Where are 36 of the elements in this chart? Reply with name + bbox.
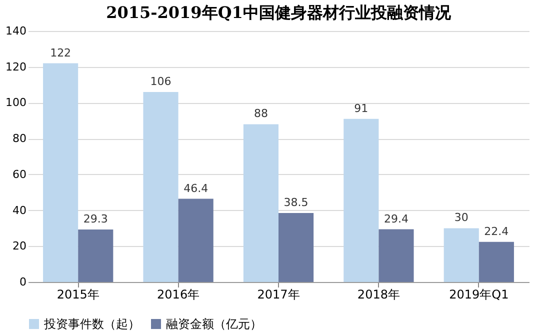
bar <box>344 118 379 282</box>
x-tick-label: 2018年 <box>357 288 400 302</box>
y-tick-label: 40 <box>12 204 26 217</box>
bar <box>478 242 514 282</box>
data-label: 46.4 <box>184 182 208 195</box>
data-label: 106 <box>150 74 172 88</box>
chart-title: 2015-2019年Q1中国健身器材行业投融资情况 <box>106 3 452 22</box>
bar <box>43 63 78 282</box>
data-label: 91 <box>354 102 368 115</box>
y-tick-label: 0 <box>20 276 26 288</box>
y-tick-label: 80 <box>12 132 26 146</box>
y-tick-label: 120 <box>6 60 26 74</box>
data-label: 88 <box>254 107 268 120</box>
bar <box>143 92 178 282</box>
data-label: 29.3 <box>83 212 108 226</box>
legend-label: 投资事件数（起） <box>43 317 140 331</box>
data-label: 29.4 <box>384 212 408 226</box>
y-tick-label: 60 <box>12 168 26 181</box>
bar <box>378 229 414 282</box>
data-label: 38.5 <box>284 196 308 209</box>
x-tick-label: 2015年 <box>56 288 100 302</box>
data-label: 30 <box>454 211 468 224</box>
bar <box>178 198 214 282</box>
data-label: 22.4 <box>484 224 509 238</box>
y-tick-label: 100 <box>6 96 26 110</box>
y-tick-label: 20 <box>12 240 26 253</box>
bar <box>243 124 278 282</box>
bar <box>78 229 114 282</box>
x-tick-label: 2016年 <box>157 288 200 302</box>
bar <box>444 228 479 282</box>
y-tick-label: 140 <box>6 24 26 38</box>
bar <box>278 212 314 282</box>
legend-label: 融资金额（亿元） <box>166 317 262 331</box>
data-label: 122 <box>50 46 72 60</box>
x-tick-label: 2019年Q1 <box>449 288 509 302</box>
x-tick-label: 2017年 <box>257 288 300 302</box>
